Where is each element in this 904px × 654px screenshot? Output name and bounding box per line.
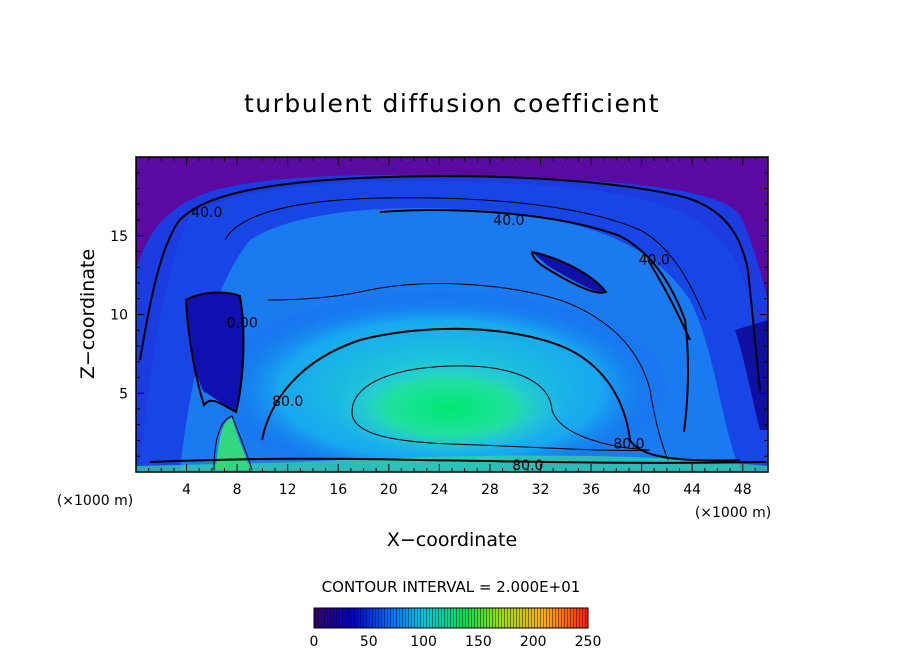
colorbar-label: 200 [520,634,547,650]
left-dark-pocket [186,292,244,412]
contour-label: 40.0 [191,205,222,221]
contour-interval: CONTOUR INTERVAL = 2.000E+01 [322,578,581,596]
contour-40-outer [139,175,761,391]
contour-left-plume [213,415,253,471]
x-tick-label: 24 [430,482,448,498]
colorbar-label: 50 [360,634,378,650]
contour-label: 80.0 [613,437,644,453]
contour-labels: 40.0 40.0 40.0 0.00 80.0 80.0 80.0 [191,205,670,474]
contour-40-inner [224,197,707,321]
contour-label: 80.0 [512,458,543,474]
contour-80-bottom [149,457,767,464]
x-unit-left: (×1000 m) [57,493,133,509]
y-tick-labels: 5 10 15 [110,229,128,403]
x-tick-label: 4 [182,482,191,498]
contour-label: 0.00 [227,315,258,331]
upper-purple-layer [136,157,768,300]
contour-right-streak [647,259,691,341]
contour-80-core [351,365,651,451]
contour-left-pocket [184,291,245,414]
y-tick-label: 10 [110,308,128,324]
x-tick-label: 36 [582,482,600,498]
chart-title: turbulent diffusion coefficient [244,89,660,118]
bottom-band [136,455,768,472]
colorbar-labels: 0 50 100 150 200 250 [310,634,602,650]
y-axis-label: Z−coordinate [77,249,99,379]
colorbar-label: 0 [310,634,319,650]
x-tick-label: 44 [683,482,701,498]
colorbar: 0 50 100 150 200 250 [310,607,602,650]
x-tick-label: 48 [734,482,752,498]
y-tick-label: 5 [119,386,128,402]
x-tick-label: 32 [532,482,550,498]
contour-label: 40.0 [493,213,524,229]
plot-area: 40.0 40.0 40.0 0.00 80.0 80.0 80.0 [136,157,768,474]
colorbar-frame [313,607,589,629]
left-green-plume [216,418,250,470]
right-dark-streak [532,252,606,293]
x-axis-label: X−coordinate [387,529,517,551]
x-tick-label: 20 [380,482,398,498]
y-tick-label: 15 [110,229,128,245]
colorbar-ticks [314,608,588,628]
x-tick-label: 8 [233,482,242,498]
x-tick-label: 12 [279,482,297,498]
x-tick-label: 16 [329,482,347,498]
x-tick-label: 28 [481,482,499,498]
x-tick-labels: 4 8 12 16 20 24 28 32 36 40 44 48 [182,482,752,498]
contour-40-loop [530,250,608,294]
right-edge-dark [735,320,768,430]
core-region [335,360,565,456]
colorbar-label: 100 [410,634,437,650]
x-tick-label: 40 [633,482,651,498]
x-unit-right: (×1000 m) [695,505,771,521]
colorbar-label: 250 [575,634,602,650]
contour-40-upper-right [379,209,689,433]
contour-label: 80.0 [272,394,303,410]
contour-label: 40.0 [639,252,670,268]
contour-lines [139,175,767,471]
contour-mid [267,283,669,461]
axis-ticks [136,157,768,472]
colorbar-label: 150 [465,634,492,650]
